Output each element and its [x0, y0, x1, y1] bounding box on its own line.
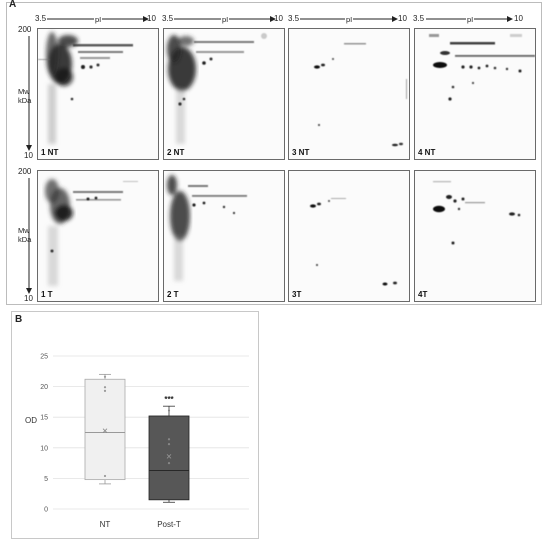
- y-tick-label-2: 10: [40, 445, 48, 452]
- gel-image-1-nt: 1 NT: [37, 28, 159, 160]
- pi-start-3: 3.5: [288, 14, 300, 23]
- y-tick-label-1: 5: [44, 476, 48, 483]
- point-post-t-1: [167, 443, 171, 446]
- mw-top-row1: 200: [18, 25, 32, 34]
- od-boxplot: 0 5 10 15 20 25 NT Post-T *** OD: [25, 354, 249, 529]
- gel-label-2-nt: 2 NT: [167, 148, 185, 157]
- pi-end-3: 10: [398, 14, 407, 23]
- gel-image-2-t: 2 T: [163, 170, 285, 302]
- pi-start-1: 3.5: [35, 14, 47, 23]
- pi-label-1: pI: [94, 15, 103, 24]
- gel-spots-3-t: [310, 198, 397, 286]
- mean-marker-b-post-t: [166, 454, 172, 459]
- gel-spots-2-nt: [167, 33, 267, 144]
- mw-top-row2: 200: [18, 167, 32, 176]
- point-nt-0: [103, 474, 107, 478]
- gel-label-3-t: 3T: [292, 290, 302, 299]
- pi-end-2: 10: [274, 14, 283, 23]
- gel-spots-4-nt: [429, 34, 535, 101]
- point-nt-1: [103, 389, 107, 392]
- point-post-t-2: [167, 438, 171, 441]
- point-post-t-3: [167, 409, 171, 412]
- gel-image-4-nt: 4 NT: [414, 28, 536, 160]
- gel-label-1-t: 1 T: [41, 290, 53, 299]
- pi-label-3: pI: [345, 15, 354, 24]
- x-category-label-post-t: Post-T: [157, 520, 181, 529]
- y-tick-label-0: 0: [44, 507, 48, 514]
- panel-b-frame: [11, 311, 259, 539]
- box-layer: NT Post-T ***: [84, 373, 190, 529]
- y-tick-label-4: 20: [40, 384, 48, 391]
- gel-label-2-t: 2 T: [167, 290, 179, 299]
- gel-label-1-nt: 1 NT: [41, 148, 59, 157]
- mw-bottom-row1: 10: [24, 151, 33, 160]
- y-tick-label-3: 15: [40, 415, 48, 422]
- y-tick-label-5: 25: [40, 354, 48, 361]
- x-category-label-nt: NT: [100, 520, 111, 529]
- pi-end-1: 10: [147, 14, 156, 23]
- gel-spots-3-nt: [314, 43, 407, 147]
- pi-end-4: 10: [514, 14, 523, 23]
- y-tick-layer: 0 5 10 15 20 25: [40, 354, 48, 514]
- gel-label-4-t: 4T: [418, 290, 428, 299]
- box-nt: [84, 378, 126, 481]
- mw-unit-row1: kDa: [18, 96, 32, 105]
- gel-spots-4-t: [433, 181, 521, 245]
- point-nt-2: [103, 386, 107, 389]
- gel-label-3-nt: 3 NT: [292, 148, 310, 157]
- mw-unit-row2: kDa: [18, 235, 32, 244]
- mw-label-row2: Mw: [18, 226, 30, 235]
- gel-spots-1-t: [45, 179, 138, 286]
- mean-marker-b-nt: [102, 428, 108, 433]
- point-post-t-0: [167, 462, 171, 465]
- pi-label-4: pI: [466, 15, 475, 24]
- significance-annotation: ***: [164, 395, 174, 404]
- gel-image-1-t: 1 T: [37, 170, 159, 302]
- pi-start-2: 3.5: [162, 14, 174, 23]
- panel-a-letter: A: [9, 0, 17, 10]
- panel-a-frame: [6, 2, 542, 305]
- mw-bottom-row2: 10: [24, 294, 33, 303]
- mw-label-row1: Mw: [18, 87, 30, 96]
- gel-spots-1-nt: [38, 32, 133, 144]
- gel-image-3-nt: 3 NT: [288, 28, 410, 160]
- box-post-t: [148, 415, 190, 501]
- point-nt-3: [103, 375, 107, 378]
- gel-label-4-nt: 4 NT: [418, 148, 436, 157]
- pi-label-2: pI: [221, 15, 230, 24]
- gel-image-2-nt: 2 NT: [163, 28, 285, 160]
- gel-spots-2-t: [167, 175, 247, 281]
- y-axis-label: OD: [25, 416, 37, 425]
- gel-image-4-t: 4T: [414, 170, 536, 302]
- pi-start-4: 3.5: [413, 14, 425, 23]
- gel-image-3-t: 3T: [288, 170, 410, 302]
- panel-b-letter: B: [15, 314, 23, 325]
